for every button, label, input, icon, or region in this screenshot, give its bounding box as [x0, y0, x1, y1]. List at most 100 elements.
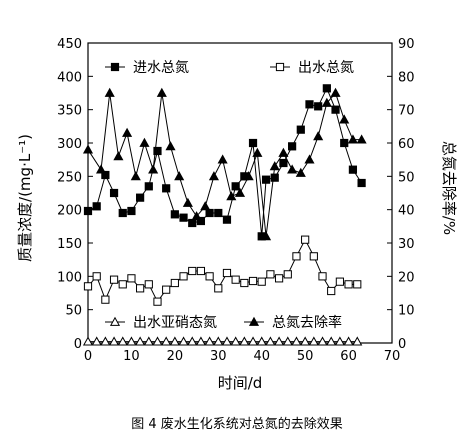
series-4-point [82, 144, 94, 154]
series-1-point [357, 178, 366, 188]
series-4-point [339, 114, 350, 124]
series-4-point [321, 97, 332, 107]
series-2-point [257, 277, 266, 286]
series-3-point [109, 336, 120, 346]
series-2-point [327, 286, 336, 296]
series-4-point [130, 171, 141, 181]
series-2-point [179, 272, 188, 281]
y-left-tick-label: 300 [57, 137, 82, 152]
series-3-point [169, 336, 180, 346]
series-1-point [331, 105, 340, 114]
series-2-point [335, 277, 344, 286]
series-2-point [196, 266, 206, 276]
series-3-point [334, 336, 345, 346]
series-3-point [317, 336, 328, 346]
series-2-point [188, 266, 197, 276]
series-4-point [113, 151, 124, 161]
y-left-tick-label: 400 [57, 70, 82, 85]
series-1-point [231, 182, 240, 191]
series-1-point [270, 173, 279, 182]
series-1-point [296, 125, 305, 134]
series-4-point [122, 127, 133, 137]
series-2-point [170, 278, 179, 288]
series-3-point [82, 336, 94, 346]
x-tick-label: 0 [84, 349, 92, 364]
y-left-tick-label: 0 [74, 337, 82, 352]
series-3-point [221, 336, 233, 346]
series-3-point [256, 336, 267, 346]
x-tick-label: 30 [210, 349, 227, 364]
y-right-tick-label: 20 [398, 270, 415, 285]
series-2-point [248, 276, 258, 286]
series-1-point [179, 213, 188, 222]
legend-label: 进水总氮 [133, 60, 189, 76]
series-2-point [222, 268, 232, 278]
legend-marker [109, 316, 121, 326]
series-4-point [287, 164, 298, 174]
series-3-point [326, 336, 337, 346]
series-2-point [344, 280, 353, 289]
x-tick-label: 60 [340, 349, 357, 364]
series-1-point [188, 218, 197, 228]
y-right-tick-label: 50 [398, 170, 415, 185]
x-tick-label: 10 [123, 349, 140, 364]
series-1-point [162, 184, 171, 193]
series-3-point [195, 336, 206, 346]
series-3-point [274, 336, 285, 346]
legend-marker [248, 316, 260, 326]
series-1-point [222, 215, 232, 224]
x-tick-label: 20 [167, 349, 184, 364]
series-4-point [165, 141, 176, 151]
series-4-point [304, 154, 315, 164]
series-3-point [117, 336, 128, 346]
series-4-point [191, 211, 202, 221]
series-1-point [83, 206, 93, 216]
y-left-tick-label: 450 [57, 37, 82, 52]
series-4-point [313, 131, 324, 141]
series-4-point [148, 164, 159, 174]
series-1-point [196, 216, 206, 226]
series-2-point [136, 284, 145, 293]
series-2-point [283, 270, 292, 279]
series-3-point [152, 336, 163, 346]
y-right-tick-label: 60 [398, 137, 415, 152]
series-1-point [340, 138, 349, 148]
series-1-point [214, 208, 223, 218]
series-1-point [101, 170, 110, 180]
series-4-point [95, 164, 107, 174]
y-right-tick-label: 10 [398, 304, 415, 319]
y-right-tick-label: 40 [398, 204, 415, 219]
x-tick-label: 50 [297, 349, 314, 364]
series-1-point [109, 188, 119, 198]
series-2-point [309, 252, 318, 261]
series-4-point [347, 134, 358, 144]
series-4-point [156, 87, 167, 97]
series-2-point [214, 284, 223, 293]
series-4-point [295, 167, 306, 177]
series-2-point [318, 272, 327, 281]
series-4-point [234, 187, 246, 197]
series-4-point [226, 191, 237, 201]
y-right-tick-label: 80 [398, 70, 415, 85]
series-2-point [274, 274, 284, 283]
y-left-tick-label: 350 [57, 104, 82, 119]
figure-caption: 图 4 废水生化系统对总氮的去除效果 [131, 416, 343, 432]
x-tick-label: 70 [384, 349, 401, 364]
series-2-point [83, 282, 93, 291]
series-3-point [161, 336, 172, 346]
series-2-point [153, 297, 162, 306]
series-2-point [127, 274, 136, 283]
series-3-point [282, 336, 293, 346]
series-2-point [92, 272, 101, 281]
series-3-point [300, 336, 311, 346]
series-3-point [143, 336, 154, 346]
y-left-tick-label: 250 [57, 170, 82, 185]
series-1-point [127, 206, 136, 216]
series-1-point [348, 165, 358, 174]
series-3-point [126, 336, 137, 346]
legend-marker [275, 62, 285, 72]
series-line-2 [87, 238, 358, 303]
y-right-tick-label: 90 [398, 37, 415, 52]
series-3-point [187, 336, 198, 346]
